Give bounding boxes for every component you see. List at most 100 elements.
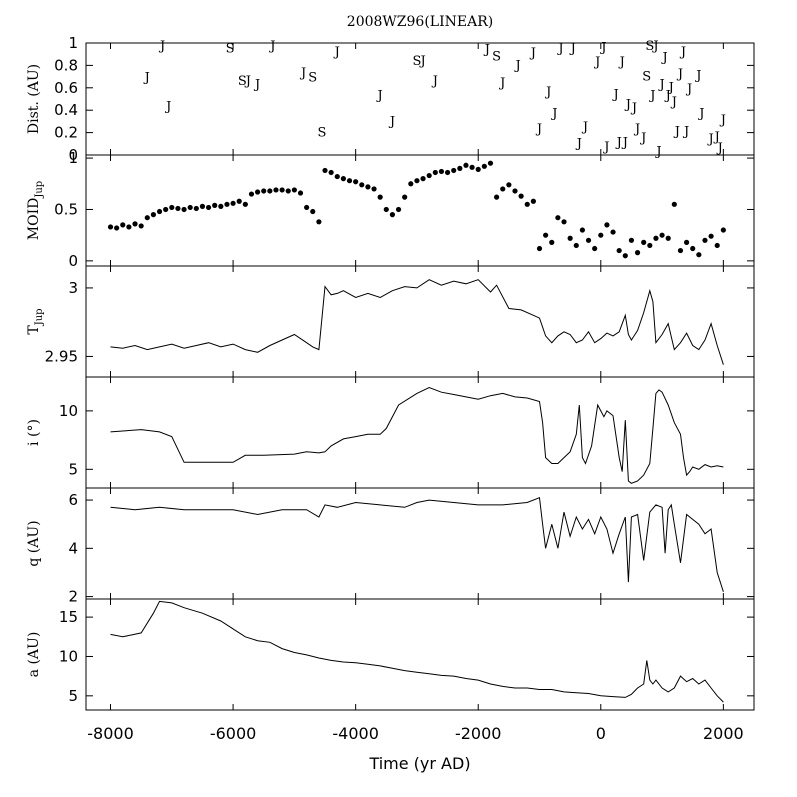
data-point <box>328 169 334 176</box>
data-point <box>683 239 690 245</box>
data-point <box>273 187 279 193</box>
saturn-marker: S <box>492 49 501 64</box>
y-tick-label: 1 <box>68 149 78 167</box>
y-tick-label: 3 <box>68 279 78 297</box>
panel-frame <box>85 265 755 378</box>
jupiter-marker: J <box>333 45 340 60</box>
data-point <box>150 212 157 218</box>
jupiter-marker: J <box>498 76 505 91</box>
jupiter-marker: J <box>661 50 668 65</box>
data-point <box>199 203 206 209</box>
data-point <box>408 181 414 187</box>
data-point <box>604 222 610 228</box>
data-point <box>402 194 408 200</box>
data-point <box>585 237 592 243</box>
data-point <box>567 235 573 241</box>
jupiter-marker: J <box>697 106 704 121</box>
data-point <box>316 219 322 225</box>
data-point <box>690 245 696 252</box>
jupiter-marker: J <box>599 40 606 55</box>
saturn-marker: S <box>642 69 651 84</box>
data-point <box>641 239 647 245</box>
data-point <box>543 232 549 238</box>
jupiter-marker: J <box>431 74 438 89</box>
jupiter-marker: J <box>624 97 631 112</box>
jupiter-marker: J <box>569 41 576 56</box>
jupiter-marker: J <box>164 100 171 115</box>
jupiter-marker: J <box>664 89 671 104</box>
data-point <box>524 201 530 207</box>
jupiter-marker: J <box>602 140 609 155</box>
data-point <box>267 188 273 194</box>
y-axis-label: TJup <box>26 308 45 334</box>
jupiter-marker: J <box>615 136 622 151</box>
panel-q: 2 4 6 q (AU) <box>26 487 755 606</box>
panel-tjup: 2.95 3 TJup <box>26 265 755 378</box>
data-point <box>132 221 138 227</box>
saturn-marker: S <box>308 71 317 86</box>
data-point <box>444 169 451 176</box>
data-point <box>304 204 310 211</box>
data-point <box>395 206 402 213</box>
jupiter-marker: J <box>685 82 692 97</box>
saturn-marker: S <box>226 41 235 56</box>
y-tick-label: 0.8 <box>54 56 78 74</box>
jupiter-marker: J <box>648 89 655 104</box>
chart-title: 2008WZ96(LINEAR) <box>347 14 493 30</box>
data-point <box>561 219 567 225</box>
y-tick-label: 10 <box>59 402 78 420</box>
data-point <box>389 212 396 218</box>
data-point <box>665 235 671 241</box>
jupiter-marker: J <box>593 55 600 70</box>
y-tick-label: 0.6 <box>54 79 78 97</box>
data-point <box>205 204 212 211</box>
panel-frame <box>85 376 755 489</box>
data-point <box>334 173 340 180</box>
data-point <box>187 204 193 211</box>
jupiter-marker: J <box>535 122 542 137</box>
jupiter-marker: J <box>299 66 306 81</box>
jupiter-marker: J <box>143 71 150 86</box>
jupiter-marker: J <box>253 77 260 92</box>
data-point <box>634 250 641 256</box>
jupiter-marker: J <box>713 130 720 145</box>
data-point <box>126 224 132 230</box>
data-point <box>297 190 304 196</box>
y-axis-label: Dist. (AU) <box>26 64 42 134</box>
panel-moid: 0 0.5 1 MOIDJup <box>26 149 755 270</box>
data-point <box>573 242 579 249</box>
data-point <box>353 179 359 185</box>
y-tick-label: 0 <box>68 252 78 270</box>
data-point <box>193 205 199 212</box>
jupiter-marker: J <box>639 131 646 146</box>
jupiter-marker: J <box>667 81 674 96</box>
jupiter-marker: J <box>529 46 536 61</box>
jupiter-marker: J <box>376 89 383 104</box>
series-line <box>110 496 724 592</box>
series-line <box>110 386 724 484</box>
data-point <box>720 227 726 233</box>
jupiter-marker: J <box>544 85 551 100</box>
jupiter-marker: J <box>612 87 619 102</box>
data-point <box>487 160 494 166</box>
data-point <box>592 245 598 252</box>
x-tick-label: -2000 <box>455 724 502 743</box>
data-point <box>310 208 316 215</box>
data-point <box>279 187 285 193</box>
data-point <box>365 184 371 190</box>
jupiter-marker: J <box>268 39 275 54</box>
y-axis-label: i (°) <box>26 419 42 446</box>
y-tick-label: 2 <box>68 588 78 606</box>
data-point <box>579 227 586 233</box>
data-point <box>438 168 445 175</box>
data-point <box>248 191 255 197</box>
y-axis-label: MOIDJup <box>26 181 45 240</box>
x-tick-label: 2000 <box>703 724 744 743</box>
data-point <box>647 242 653 249</box>
x-tick-label: -8000 <box>87 724 134 743</box>
data-point <box>518 193 524 199</box>
y-tick-label: 0.2 <box>54 124 78 142</box>
